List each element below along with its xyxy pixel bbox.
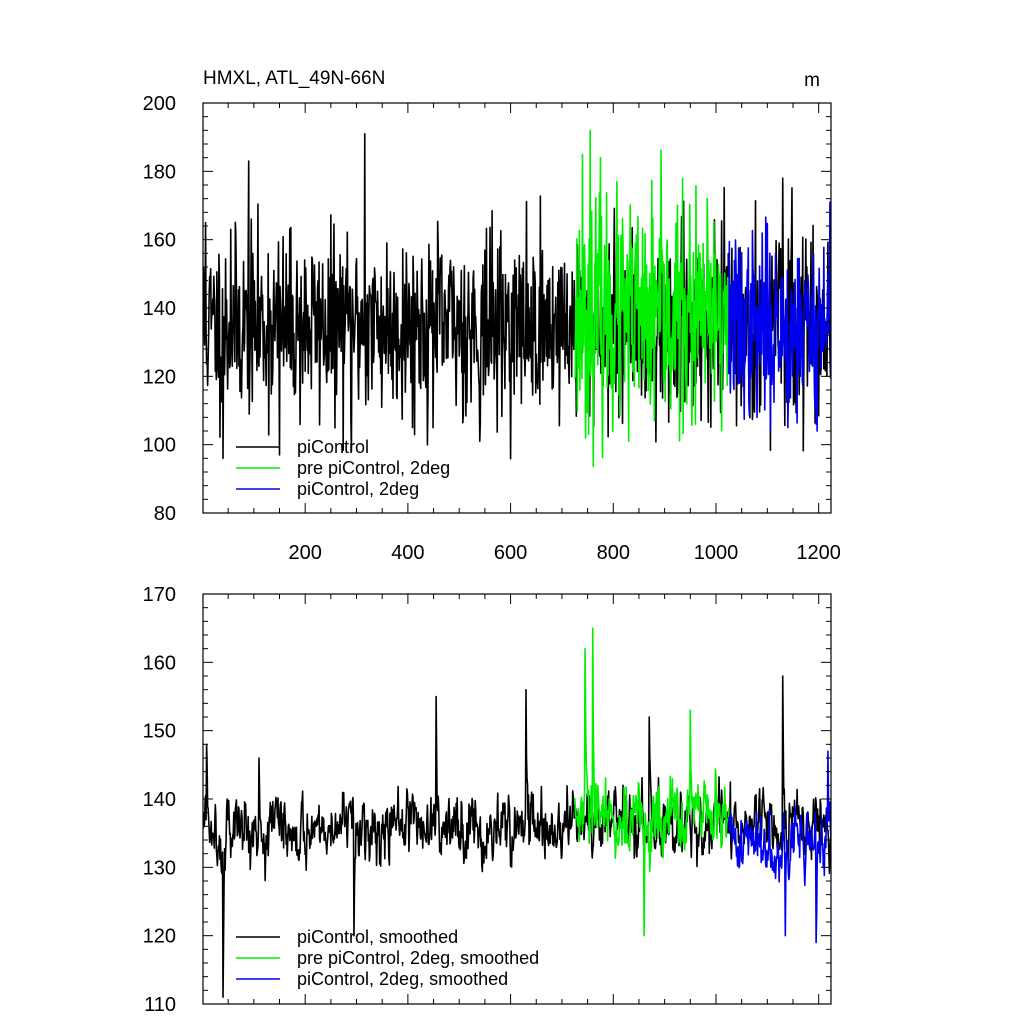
y-tick-label: 130 (143, 857, 176, 879)
y-tick-label: 200 (143, 93, 176, 115)
y-tick-label: 140 (143, 298, 176, 320)
series-line-picontrol-2deg (728, 201, 831, 432)
y-tick-label: 160 (143, 652, 176, 674)
series-line-pre-picontrol-2deg (573, 129, 730, 468)
legend-label-picontrol-2deg: piControl, 2deg (297, 479, 419, 499)
x-tick-label: 400 (391, 542, 424, 564)
bottom-plot-area: 110 120 130 140 150 160 170 (143, 584, 832, 1016)
bottom-panel: 110 120 130 140 150 160 170 piControl, smoothe… (143, 584, 832, 1016)
y-tick-label: 110 (144, 994, 176, 1016)
x-tick-label: 600 (494, 542, 527, 564)
y-tick-label: 120 (143, 366, 176, 388)
x-tick-label: 200 (288, 542, 321, 564)
legend-label-pre-picontrol-2deg: pre piControl, 2deg (297, 458, 450, 478)
top-plot-area: 80 100 120 140 160 180 200 200 400 600 800 1000 1200 (143, 93, 841, 564)
y-tick-label: 80 (154, 503, 176, 525)
legend-label-pre-picontrol-2deg-smoothed: pre piControl, 2deg, smoothed (297, 948, 539, 968)
top-panel: HMXL, ATL_49N-66N m 80 100 120 140 160 180 200… (143, 68, 841, 564)
x-tick-label: 800 (597, 542, 630, 564)
legend-label-picontrol: piControl (297, 437, 369, 457)
x-tick-label: 1200 (796, 542, 841, 564)
series-line-picontrol-2deg-smoothed (728, 750, 831, 944)
legend-label-picontrol-2deg-smoothed: piControl, 2deg, smoothed (297, 969, 508, 989)
y-tick-label: 120 (143, 926, 176, 948)
y-tick-label: 180 (143, 161, 176, 183)
top-legend: piControl pre piControl, 2deg piControl,… (236, 437, 450, 499)
x-tick-label: 1000 (694, 542, 739, 564)
y-tick-label: 150 (143, 721, 176, 743)
series-group (203, 627, 831, 998)
y-tick-label: 140 (143, 789, 176, 811)
y-tick-label: 170 (143, 584, 176, 606)
top-panel-units: m (804, 70, 820, 91)
series-line-picontrol (203, 132, 831, 460)
legend-label-picontrol-smoothed: piControl, smoothed (297, 927, 458, 947)
top-panel-title: HMXL, ATL_49N-66N (203, 68, 385, 89)
series-group (203, 129, 831, 468)
y-tick-label: 160 (143, 230, 176, 252)
series-line-pre-picontrol-2deg-smoothed (573, 627, 730, 937)
bottom-legend: piControl, smoothed pre piControl, 2deg,… (236, 927, 539, 989)
y-tick-label: 100 (143, 435, 176, 457)
